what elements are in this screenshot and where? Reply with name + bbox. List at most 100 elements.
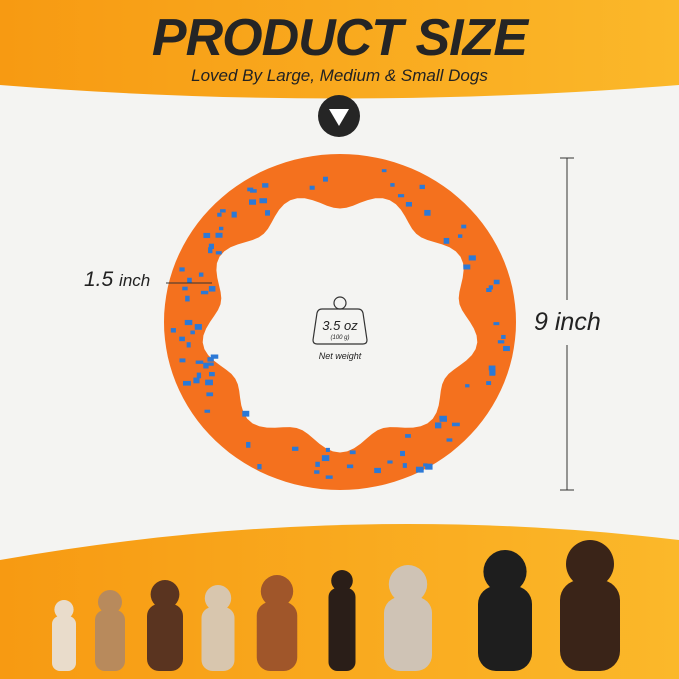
speckle [315, 461, 320, 467]
weight-grams: (100 g) [330, 335, 350, 341]
height-value: 9 [534, 308, 548, 336]
dog-2 [95, 590, 125, 671]
subtitle: Loved By Large, Medium & Small Dogs [191, 66, 488, 85]
speckle [439, 418, 447, 422]
arrow-down-icon [318, 95, 360, 137]
speckle [179, 336, 185, 342]
height-unit: inch [554, 308, 601, 336]
speckle [488, 365, 496, 371]
speckle [250, 189, 257, 193]
width-label: 1.5 inch [84, 268, 150, 292]
speckle [204, 409, 211, 413]
speckle [463, 264, 471, 270]
speckle [259, 198, 268, 204]
speckle [206, 392, 214, 397]
speckle [323, 176, 328, 182]
speckle [208, 243, 214, 250]
speckle [262, 183, 269, 188]
dog-3 [147, 580, 183, 671]
speckle [203, 362, 209, 369]
speckle [249, 199, 257, 205]
speckle [400, 450, 405, 457]
speckle [321, 455, 330, 462]
speckle [184, 319, 193, 326]
speckle [193, 377, 200, 384]
speckle [194, 324, 202, 330]
speckle [325, 475, 333, 479]
speckle [182, 286, 188, 291]
speckle [179, 358, 186, 363]
speckle [390, 183, 395, 187]
speckle [200, 290, 209, 295]
speckle [246, 441, 251, 448]
speckle [493, 279, 500, 285]
speckle [208, 371, 215, 377]
speckle [203, 232, 211, 239]
speckle [314, 470, 320, 474]
dog-4 [201, 585, 235, 671]
speckle [179, 267, 185, 272]
speckle [190, 330, 195, 335]
speckle [497, 340, 505, 344]
speckle [381, 169, 387, 173]
speckle [446, 438, 453, 442]
speckle [488, 285, 493, 290]
speckle [208, 247, 213, 254]
speckle [402, 463, 407, 468]
speckle [419, 184, 425, 190]
speckle [425, 463, 433, 470]
speckle [198, 272, 204, 277]
speckle [415, 466, 424, 473]
speckle [503, 345, 510, 352]
height-label: 9 inch [534, 308, 601, 337]
speckle [196, 372, 202, 379]
speckle [405, 434, 411, 438]
speckle [349, 450, 356, 455]
weight-icon [312, 296, 368, 345]
dog-1 [52, 600, 76, 671]
ring-toy [164, 154, 516, 490]
speckle [215, 232, 223, 238]
width-unit: inch [119, 271, 151, 290]
speckle [309, 185, 315, 190]
speckle [434, 422, 442, 429]
dogs-group [52, 540, 620, 671]
speckle [493, 322, 500, 326]
speckle [439, 415, 447, 420]
width-value: 1.5 [84, 268, 114, 291]
speckle [465, 384, 470, 388]
speckle [218, 226, 224, 231]
speckle [501, 334, 506, 339]
speckle [325, 447, 330, 452]
top-banner [0, 0, 679, 99]
speckle [397, 194, 405, 198]
speckle [187, 277, 192, 284]
speckle [490, 369, 496, 376]
speckle [183, 380, 191, 386]
speckle [242, 410, 250, 417]
speckle [451, 422, 460, 427]
speckle [468, 255, 476, 261]
speckle [205, 379, 213, 386]
speckle [217, 212, 222, 217]
height-dimension-line [560, 157, 574, 491]
speckle [457, 234, 463, 238]
speckle [424, 209, 431, 216]
weight-value: 3.5 oz [322, 318, 358, 333]
dog-6 [328, 570, 356, 671]
speckle [186, 342, 191, 348]
speckle [231, 211, 237, 218]
speckle [374, 467, 381, 474]
speckle [195, 360, 204, 364]
speckle [208, 286, 216, 292]
speckle [346, 464, 354, 469]
ring-body [164, 154, 516, 490]
dog-5 [256, 575, 298, 671]
speckle [265, 210, 270, 216]
speckle [207, 357, 214, 362]
speckle [215, 251, 222, 255]
speckle [207, 362, 214, 366]
dog-9 [560, 540, 620, 671]
speckle [486, 287, 492, 292]
